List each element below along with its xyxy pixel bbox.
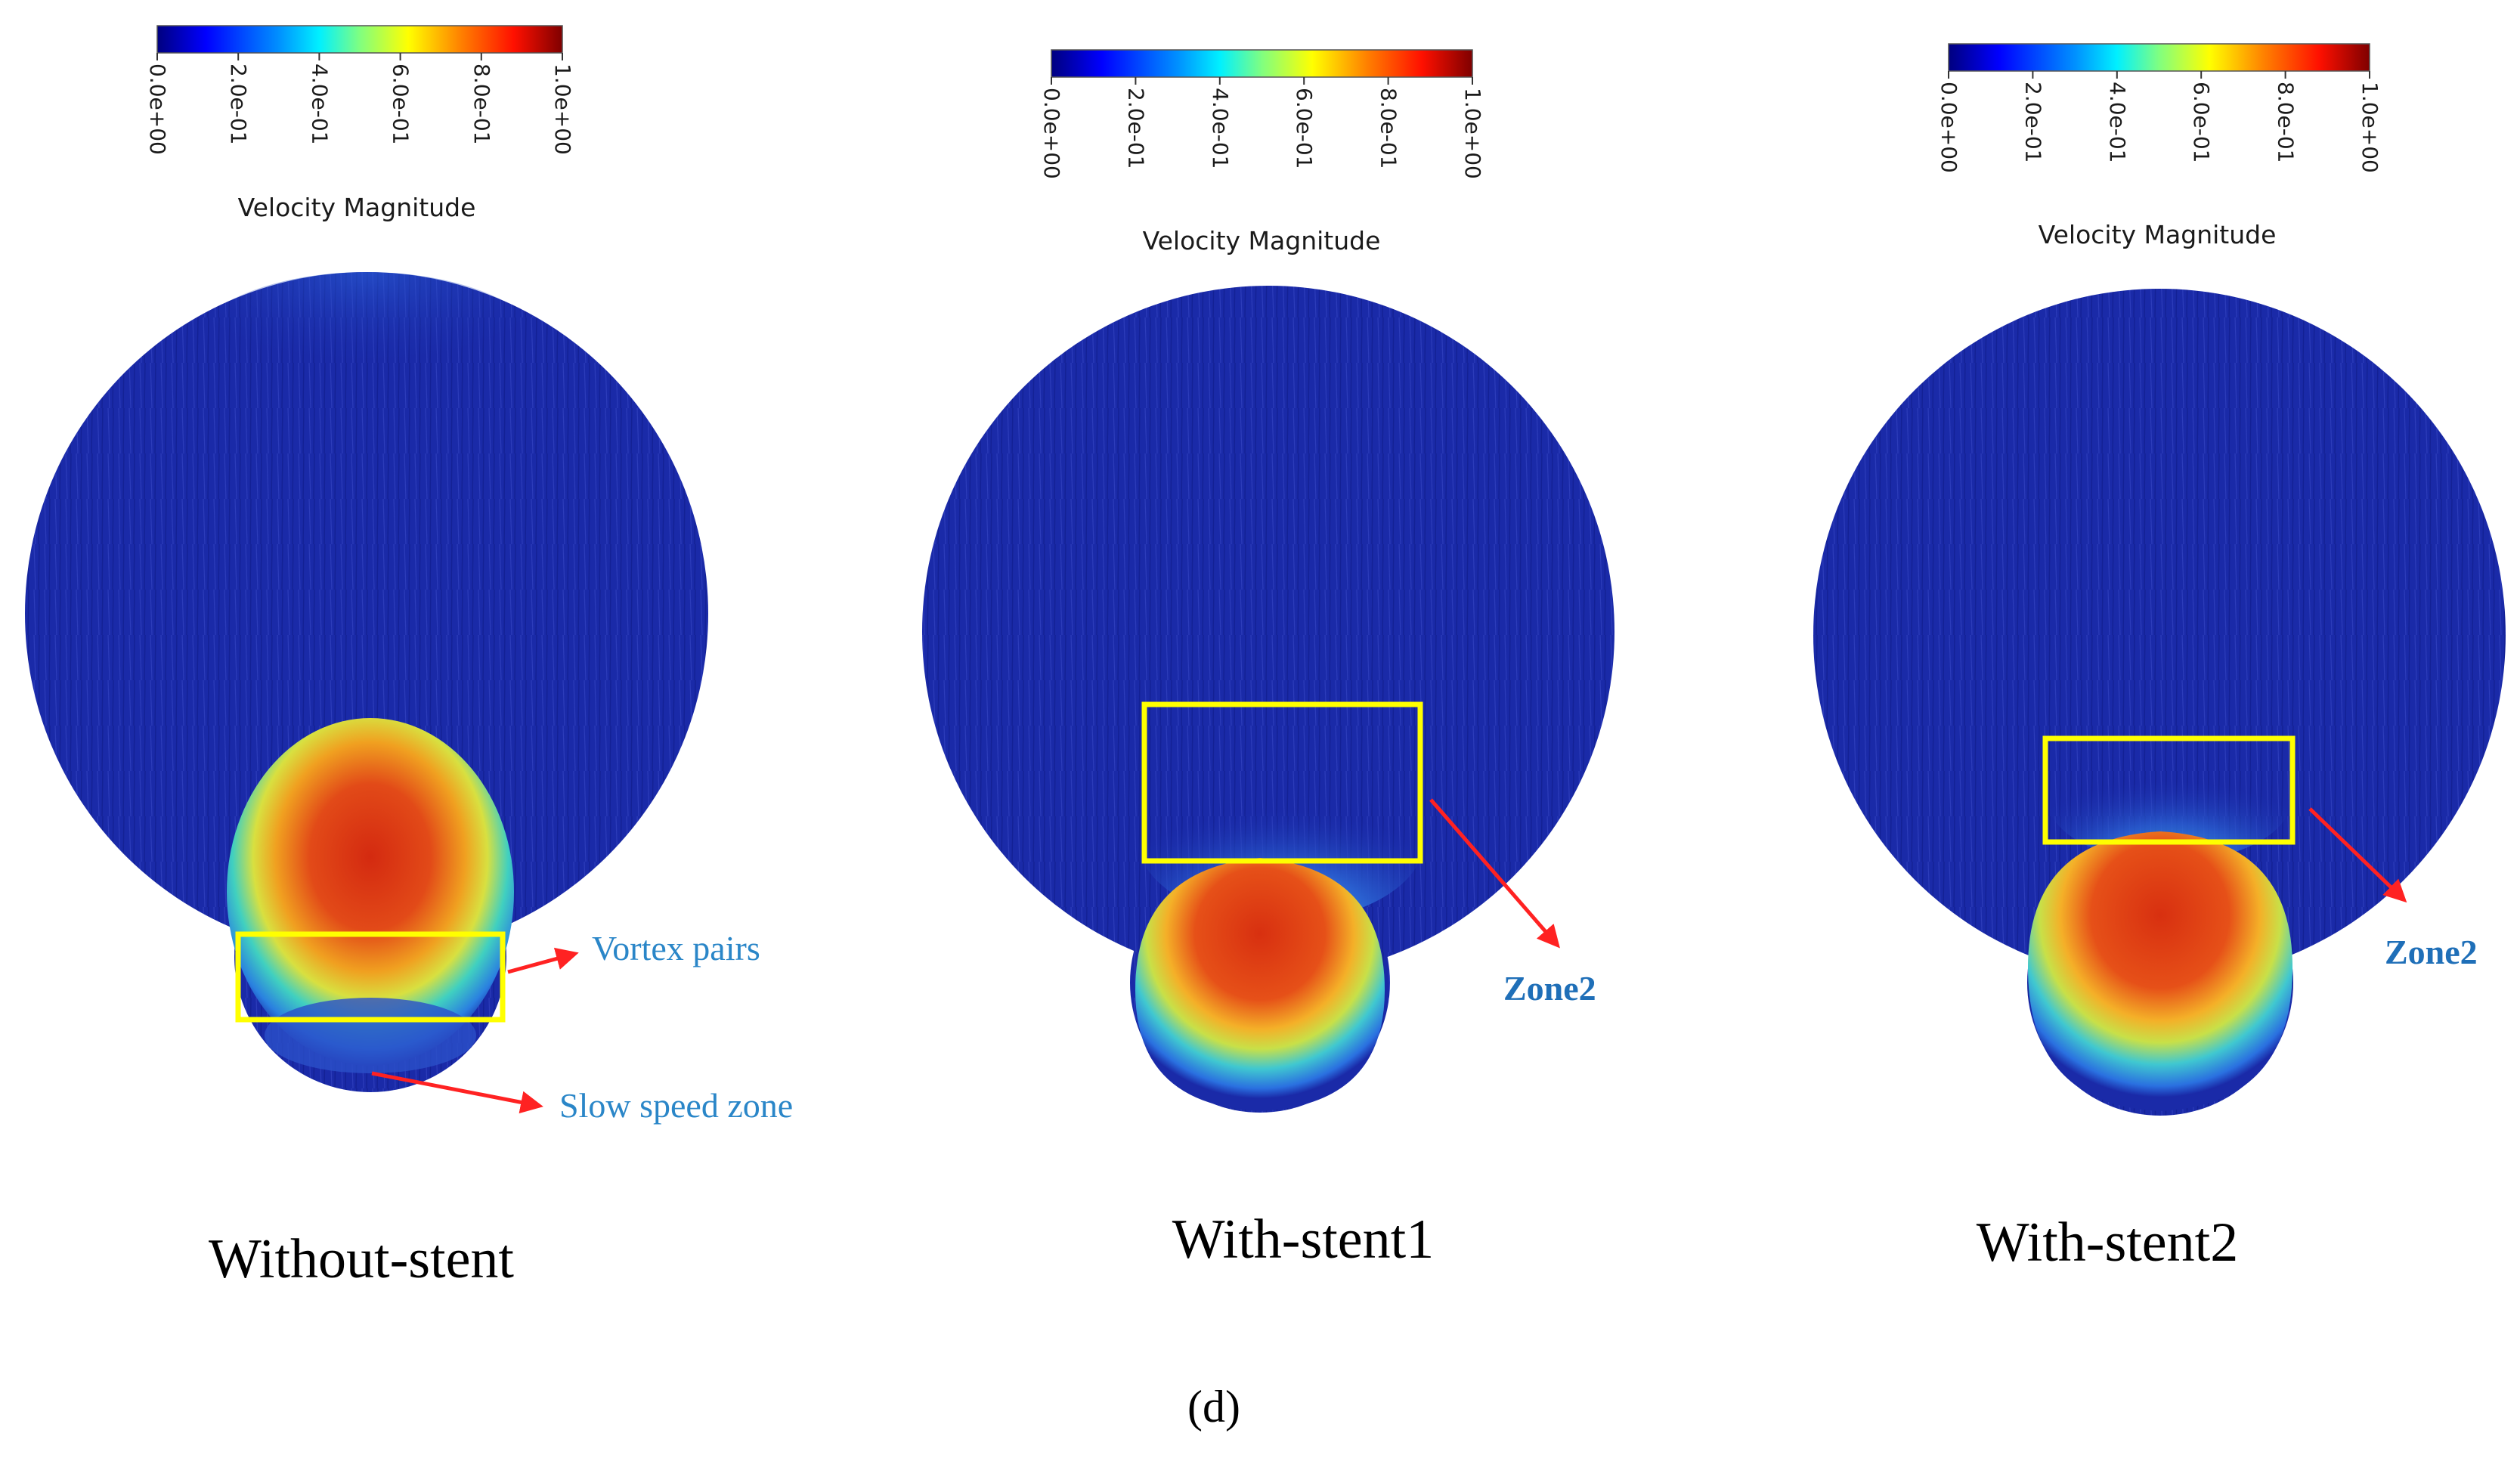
arrow-zone2-1: [1429, 798, 1560, 949]
annotation-zone2-1: Zone2: [1503, 969, 1596, 1008]
colorbar-tick-label: 8.0e-01: [1376, 88, 1401, 169]
colorbar-tick-label: 2.0e-01: [226, 63, 251, 145]
colorbar-tick-label: 1.0e+00: [2357, 82, 2382, 173]
colorbar-1-title: Velocity Magnitude: [238, 193, 476, 222]
caption-without-stent: Without-stent: [209, 1228, 514, 1290]
zone2-flow-3: [2048, 741, 2290, 862]
colorbar-2-title: Velocity Magnitude: [1143, 226, 1381, 255]
annotation-slow-speed-zone: Slow speed zone: [559, 1086, 793, 1125]
colorbar-tick-label: 0.0e+00: [1039, 88, 1064, 179]
aneurysm-sac-2: [922, 286, 1614, 978]
colorbar-tick-label: 1.0e+00: [550, 63, 575, 155]
annotation-zone2-2: Zone2: [2385, 933, 2478, 971]
colorbar-tick-label: 0.0e+00: [145, 63, 170, 155]
panel-with-stent1: 0.0e+00 2.0e-01 4.0e-01 6.0e-01 8.0e-01 1.0e+…: [922, 49, 1614, 1271]
caption-with-stent1: With-stent1: [1172, 1209, 1434, 1271]
annotation-vortex-pairs: Vortex pairs: [592, 929, 760, 967]
panel-with-stent2: 0.0e+00 2.0e-01 4.0e-01 6.0e-01 8.0e-01 1.0e+…: [1813, 43, 2506, 1274]
caption-with-stent2: With-stent2: [1977, 1212, 2238, 1274]
colorbar-2: 0.0e+00 2.0e-01 4.0e-01 6.0e-01 8.0e-01 1.0e+…: [1039, 49, 1485, 255]
aneurysm-sac-1: [25, 272, 708, 955]
arrow-zone2-2: [2308, 807, 2407, 903]
colorbar-tick-label: 2.0e-01: [1123, 88, 1148, 169]
colorbar-tick-label: 8.0e-01: [2274, 82, 2299, 163]
aneurysm-top-glow-1: [185, 272, 548, 438]
colorbar-tick-label: 0.0e+00: [1936, 82, 1961, 173]
colorbar-3-title: Velocity Magnitude: [2039, 220, 2277, 249]
aneurysm-sac-3: [1813, 289, 2506, 981]
inflow-jet-2: [1135, 858, 1385, 1111]
arrow-slow-speed: [371, 1071, 543, 1114]
colorbar-1-gradient: [156, 25, 563, 54]
panel-without-stent: 0.0e+00 2.0e-01 4.0e-01 6.0e-01 8.0e-01 1.0e+…: [25, 25, 793, 1290]
colorbar-tick-label: 2.0e-01: [2020, 82, 2045, 163]
inflow-jet-1: [227, 718, 514, 1066]
colorbar-3-gradient: [1948, 43, 2370, 72]
colorbar-tick-label: 4.0e-01: [307, 63, 332, 145]
colorbar-tick-label: 6.0e-01: [389, 63, 413, 145]
arrow-vortex: [507, 947, 579, 974]
colorbar-3: 0.0e+00 2.0e-01 4.0e-01 6.0e-01 8.0e-01 1.0e+…: [1936, 43, 2382, 249]
inflow-jet-3: [2028, 831, 2292, 1111]
highlight-box-zone2-2: [2042, 735, 2296, 845]
slow-speed-region-1: [265, 998, 476, 1073]
colorbar-tick-label: 4.0e-01: [2105, 82, 2130, 163]
colorbar-2-gradient: [1051, 49, 1473, 78]
colorbar-tick-label: 1.0e+00: [1460, 88, 1485, 179]
colorbar-1: 0.0e+00 2.0e-01 4.0e-01 6.0e-01 8.0e-01 1.0e+…: [145, 25, 575, 222]
figure-label: (d): [1187, 1382, 1240, 1432]
highlight-box-zone2-1: [1141, 701, 1423, 864]
highlight-box-vortex: [235, 931, 506, 1023]
colorbar-tick-label: 4.0e-01: [1208, 88, 1233, 169]
colorbar-tick-label: 6.0e-01: [2189, 82, 2214, 163]
colorbar-tick-label: 6.0e-01: [1292, 88, 1317, 169]
colorbar-tick-label: 8.0e-01: [469, 63, 494, 145]
